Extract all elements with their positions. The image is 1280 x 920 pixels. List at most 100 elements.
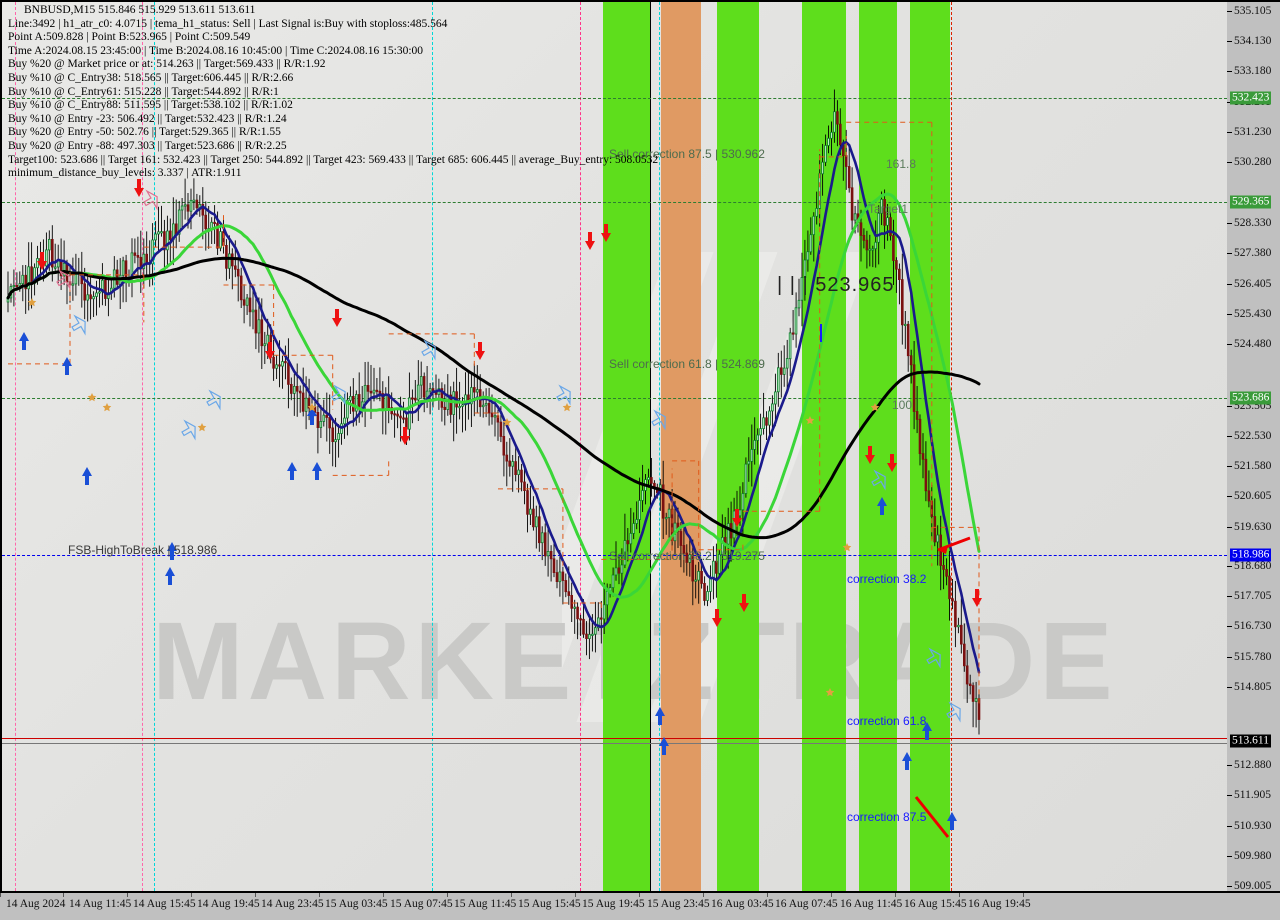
- info-line-8: Buy %20 @ Entry -50: 502.76 || Target:52…: [8, 126, 281, 139]
- time-tick-label: 15 Aug 23:45: [647, 898, 710, 910]
- price-tick: [1227, 795, 1232, 796]
- price-tick: [1227, 657, 1232, 658]
- star-marker-icon: [870, 403, 880, 412]
- hollow-arrow-icon: [651, 409, 666, 431]
- sell-arrow-down-icon: [265, 342, 275, 360]
- sell-arrow-down-icon: [37, 252, 47, 270]
- price-tick-label: 520.605: [1234, 490, 1272, 502]
- time-tick: [447, 893, 448, 897]
- time-tick: [127, 893, 128, 897]
- hollow-arrow-icon: [143, 189, 158, 211]
- info-line-7: Buy %10 @ Entry -23: 506.492 || Target:5…: [8, 112, 287, 125]
- time-tick-label: 16 Aug 07:45: [775, 898, 838, 910]
- price-tick-label: 530.280: [1234, 156, 1272, 168]
- price-badge-green: 523.686: [1230, 391, 1272, 405]
- time-tick-label: 15 Aug 03:45: [325, 898, 388, 910]
- price-tick-label: 514.805: [1234, 681, 1272, 693]
- buy-arrow-up-icon: [947, 812, 957, 830]
- time-tick: [1023, 893, 1024, 897]
- level-100-line: [2, 398, 1227, 399]
- ma-slow-black: [6, 256, 981, 540]
- hollow-arrow-icon: [56, 269, 71, 291]
- price-scale[interactable]: 535.105534.130533.180532.205531.230530.2…: [1227, 0, 1280, 893]
- annotation-correction-618: correction 61.8: [847, 714, 927, 728]
- sell-arrow-down-icon: [887, 454, 897, 472]
- chart-title: BNBUSD,M15 515.846 515.929 513.611 513.6…: [24, 4, 256, 16]
- info-line-5: Buy %10 @ C_Entry61: 515.228 || Target:5…: [8, 85, 279, 98]
- sell-arrow-down-icon: [972, 589, 982, 607]
- price-tick-label: 526.405: [1234, 278, 1272, 290]
- annotation-fsb-hightobreak: FSB-HighToBreak | 518.986: [68, 543, 218, 557]
- info-line-4: Buy %10 @ C_Entry38: 518.565 || Target:6…: [8, 71, 294, 84]
- price-tick: [1227, 436, 1232, 437]
- sell-arrow-down-icon: [712, 609, 722, 627]
- time-tick-label: 16 Aug 11:45: [840, 898, 903, 910]
- time-tick-label: 14 Aug 15:45: [133, 898, 196, 910]
- star-marker-icon: [87, 393, 97, 402]
- price-tick: [1227, 253, 1232, 254]
- hollow-arrow-icon: [556, 384, 571, 406]
- candlesticks: [6, 89, 981, 735]
- price-tick: [1227, 162, 1232, 163]
- vline-red-1: [951, 2, 952, 891]
- ma-fast-blue: [6, 141, 981, 674]
- level-1618-line: [2, 98, 1227, 99]
- info-line-10: Target100: 523.686 || Target 161: 532.42…: [8, 153, 659, 166]
- target1-line: [2, 202, 1227, 203]
- price-tick: [1227, 886, 1232, 887]
- price-tick-label: 517.705: [1234, 590, 1272, 602]
- price-tick-label: 521.580: [1234, 460, 1272, 472]
- time-tick-label: 14 Aug 11:45: [69, 898, 132, 910]
- price-tick: [1227, 496, 1232, 497]
- price-tick: [1227, 314, 1232, 315]
- time-tick: [0, 893, 1, 897]
- annotation-sell-correction-618: Sell correction 61.8 | 524.869: [609, 357, 765, 371]
- time-tick: [575, 893, 576, 897]
- price-series-layer: [6, 89, 982, 838]
- price-tick: [1227, 566, 1232, 567]
- time-tick: [959, 893, 960, 897]
- price-tick: [1227, 41, 1232, 42]
- annotation-sell-correction-382: Sell correction 38.2 | 519.275: [609, 549, 765, 563]
- time-tick: [895, 893, 896, 897]
- buy-arrow-up-icon: [19, 332, 29, 350]
- hollow-arrow-icon: [71, 314, 86, 336]
- star-marker-icon: [842, 543, 852, 552]
- price-tick-label: 527.380: [1234, 247, 1272, 259]
- fsb-line: [2, 555, 1227, 556]
- buy-arrow-up-icon: [307, 407, 317, 425]
- buy-arrow-up-icon: [167, 542, 177, 560]
- buy-arrow-up-icon: [82, 467, 92, 485]
- star-marker-icon: [197, 423, 207, 432]
- buy-arrow-up-icon: [62, 357, 72, 375]
- sell-arrow-down-icon: [475, 342, 485, 360]
- price-tick-label: 518.680: [1234, 560, 1272, 572]
- price-tick: [1227, 11, 1232, 12]
- price-tick-label: 525.430: [1234, 308, 1272, 320]
- current-price-line: [2, 738, 1227, 739]
- info-line-11: minimum_distance_buy_levels: 3.337 | ATR…: [8, 167, 242, 180]
- price-tick-label: 515.780: [1234, 651, 1272, 663]
- hollow-arrow-icon: [206, 389, 221, 411]
- time-tick-label: 16 Aug 15:45: [904, 898, 967, 910]
- buy-arrow-up-icon: [312, 462, 322, 480]
- psar-orange-levels: [8, 121, 980, 708]
- time-tick: [63, 893, 64, 897]
- time-scale[interactable]: 14 Aug 2024 14 Aug 11:45 14 Aug 15:45 14 Au…: [0, 893, 1280, 920]
- info-line-1: Point A:509.828 | Point B:523.965 | Poin…: [8, 31, 251, 44]
- time-tick-label: 16 Aug 19:45: [968, 898, 1031, 910]
- chart-plot-area[interactable]: MARKETZTRADE Sell correction 87.5 | 530.…: [0, 0, 1227, 893]
- price-tick: [1227, 856, 1232, 857]
- crosshair-price-marker: | | | 523.965: [777, 274, 895, 296]
- star-marker-icon: [562, 403, 572, 412]
- buy-arrow-up-icon: [287, 462, 297, 480]
- time-tick: [703, 893, 704, 897]
- vline-cyan-3: [659, 2, 660, 891]
- price-badge-green: 532.423: [1230, 91, 1272, 105]
- info-line-2: Time A:2024.08.15 23:45:00 | Time B:2024…: [8, 44, 424, 57]
- price-tick-label: 533.180: [1234, 65, 1272, 77]
- price-tick: [1227, 406, 1232, 407]
- annotation-correction-382: correction 38.2: [847, 572, 927, 586]
- time-tick-label: 15 Aug 07:45: [390, 898, 453, 910]
